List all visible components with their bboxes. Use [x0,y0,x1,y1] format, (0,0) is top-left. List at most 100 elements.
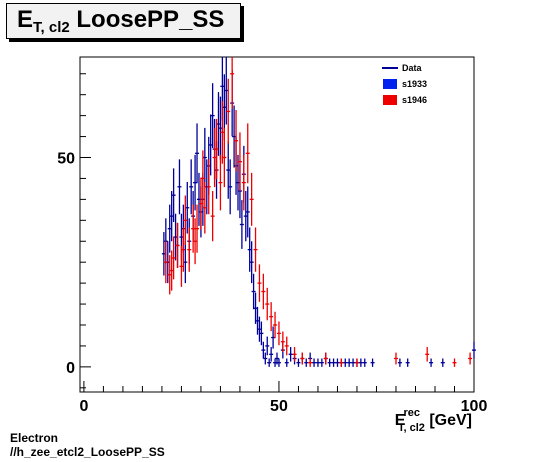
x-axis-label: Erec T, cl2 [GeV] [395,407,472,434]
data-point [288,347,293,362]
data-point [183,195,188,246]
data-point [259,321,264,346]
data-point [237,132,242,191]
data-point [230,57,235,109]
legend-label: s1946 [402,95,427,105]
data-point [261,273,266,310]
legend-swatch [383,95,397,105]
data-point [265,336,270,356]
data-point [300,352,305,365]
data-point [331,358,336,367]
data-point [276,358,281,367]
legend-entry: s1933 [383,79,427,89]
data-point [452,358,457,367]
data-point [171,236,176,280]
footer-line-1: Electron [10,431,59,445]
title-main: E [17,6,34,33]
data-point [181,227,186,272]
data-point [351,358,356,367]
data-point [327,358,332,367]
data-point [323,352,328,365]
data-point [315,358,320,367]
legend-entry: s1946 [383,95,427,105]
data-point [234,109,239,172]
data-point [222,127,227,188]
data-point [354,358,359,367]
data-point [343,358,348,367]
data-point [267,358,272,367]
data-point [273,311,278,339]
data-point [312,358,317,367]
legend-entry: Data [382,63,423,73]
data-point [276,321,281,346]
data-point [177,159,182,215]
data-point [339,358,344,367]
data-point [163,241,168,284]
data-point [249,241,254,284]
data-point [226,78,231,145]
data-point [397,358,402,367]
title-box: ET, cl2 LoosePP_SS [6,3,241,39]
legend-label: s1933 [402,79,427,89]
legend-label: Data [402,63,423,73]
data-point [228,159,233,215]
x-tick-label: 50 [270,398,288,415]
data-point [241,154,246,211]
data-point [200,150,205,207]
data-point [251,273,256,310]
data-point [195,123,200,184]
data-point [245,123,250,184]
data-point [362,358,367,367]
data-point [195,204,200,253]
y-tick-label: 50 [57,151,75,168]
data-point [335,358,340,367]
data-point [257,264,262,302]
data-point [245,186,250,238]
data-point [358,358,363,367]
data-point [214,118,219,180]
data-point [269,302,274,332]
data-point [239,200,244,249]
data-point [319,358,324,367]
data-point [206,159,211,215]
data-point [210,83,215,149]
data-point [425,347,430,362]
data-point [292,347,297,362]
data-point [171,168,176,223]
y-tick-label: 0 [66,360,75,377]
data-point [347,358,352,367]
data-point [304,358,309,367]
data-point [253,227,258,272]
data-point [296,358,301,367]
data-point [265,287,270,321]
data-point [393,352,398,365]
data-point [405,358,410,367]
data-point [218,154,223,211]
data-point [472,341,476,359]
data-point [429,358,434,367]
data-point [263,352,268,365]
legend-swatch [383,79,397,89]
data-point [175,222,180,268]
data-point [189,159,194,215]
data-point [370,358,375,367]
plot-frame [79,56,475,393]
data-point [284,336,289,356]
title-rest: LoosePP_SS [69,6,225,33]
data-point [280,331,285,353]
series-s1946 [163,57,473,367]
x-tick-label: 0 [79,398,88,415]
data-point [468,352,473,365]
chart-title: ET, cl2 LoosePP_SS [17,6,224,36]
data-point [202,181,207,234]
x-tick-label: 100 [461,398,488,415]
data-point [308,358,313,367]
data-point [210,191,215,242]
footer-line-2: //h_zee_etcl2_LoosePP_SS [10,445,165,459]
data-point [249,172,254,226]
data-point [440,358,445,367]
data-point [261,341,266,359]
title-subscript: T, cl2 [33,19,70,36]
data-point [284,358,289,367]
